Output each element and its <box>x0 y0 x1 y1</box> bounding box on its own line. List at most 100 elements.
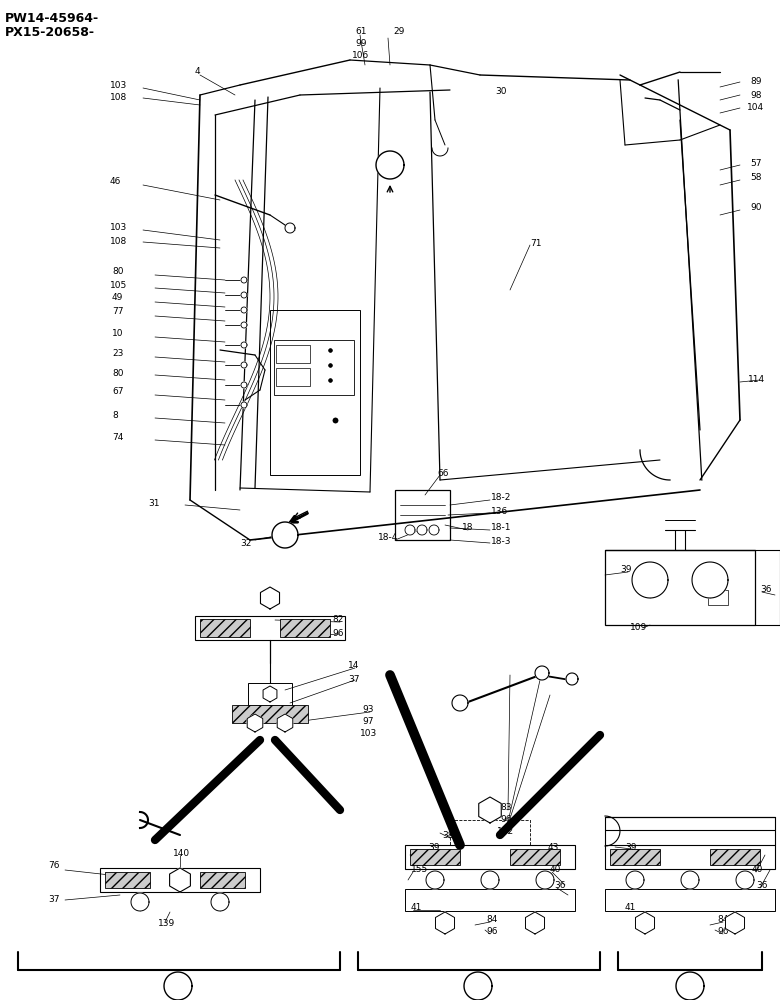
Text: 77: 77 <box>112 308 123 316</box>
Text: 18: 18 <box>462 524 473 532</box>
Text: 105: 105 <box>110 280 127 290</box>
Bar <box>605 845 775 869</box>
Text: 18-2: 18-2 <box>491 493 512 502</box>
Text: 103: 103 <box>110 81 127 90</box>
Bar <box>405 889 575 911</box>
Text: 114: 114 <box>748 375 765 384</box>
Bar <box>100 868 260 892</box>
Polygon shape <box>263 686 277 702</box>
Bar <box>270 310 360 475</box>
Polygon shape <box>169 868 190 892</box>
Text: 8: 8 <box>112 410 118 420</box>
Polygon shape <box>417 525 427 535</box>
Text: 103: 103 <box>110 224 127 232</box>
Text: 38: 38 <box>442 830 453 840</box>
Polygon shape <box>626 871 644 889</box>
Text: 57: 57 <box>750 158 761 167</box>
Text: 83: 83 <box>500 804 512 812</box>
Text: 32: 32 <box>240 538 251 548</box>
Polygon shape <box>479 797 502 823</box>
Polygon shape <box>725 912 745 934</box>
Text: 36: 36 <box>760 585 771 594</box>
Polygon shape <box>272 522 298 548</box>
Polygon shape <box>247 714 263 732</box>
Polygon shape <box>241 402 247 408</box>
Bar <box>395 490 450 540</box>
Text: 108: 108 <box>110 236 127 245</box>
Text: 98: 98 <box>750 91 761 100</box>
Bar <box>708 590 728 605</box>
Text: 139: 139 <box>158 920 176 928</box>
Text: 31: 31 <box>148 498 159 508</box>
Text: 30: 30 <box>495 88 506 97</box>
Polygon shape <box>426 871 444 889</box>
Text: 14: 14 <box>348 662 360 670</box>
Polygon shape <box>241 307 247 313</box>
Text: 96: 96 <box>500 816 512 824</box>
Text: 18-1: 18-1 <box>491 524 512 532</box>
Polygon shape <box>241 362 247 368</box>
Bar <box>274 340 354 395</box>
Text: D: D <box>173 980 183 992</box>
Bar <box>610 849 660 865</box>
Polygon shape <box>241 292 247 298</box>
Text: 96: 96 <box>332 630 343 639</box>
Bar <box>105 872 150 888</box>
Bar <box>200 619 250 637</box>
Polygon shape <box>535 666 549 680</box>
Bar <box>232 705 308 723</box>
Text: 23: 23 <box>112 350 123 359</box>
Polygon shape <box>285 223 295 233</box>
Polygon shape <box>464 972 492 1000</box>
Polygon shape <box>211 893 229 911</box>
Bar <box>410 849 460 865</box>
Text: E: E <box>686 980 693 992</box>
Polygon shape <box>241 322 247 328</box>
Polygon shape <box>131 893 149 911</box>
Text: 46: 46 <box>110 178 122 186</box>
Text: 96: 96 <box>717 928 729 936</box>
Text: D: D <box>281 530 289 540</box>
Polygon shape <box>241 277 247 283</box>
Polygon shape <box>526 912 544 934</box>
Text: 43: 43 <box>548 844 559 852</box>
Text: 58: 58 <box>750 174 761 182</box>
Text: 61: 61 <box>355 27 367 36</box>
Text: 76: 76 <box>48 861 59 870</box>
Text: 140: 140 <box>173 848 190 857</box>
Text: 108: 108 <box>110 94 127 103</box>
Text: 96: 96 <box>486 928 498 936</box>
Text: 80: 80 <box>112 368 123 377</box>
Text: 40: 40 <box>550 865 562 874</box>
Polygon shape <box>376 151 404 179</box>
Text: 18-4: 18-4 <box>378 534 399 542</box>
Polygon shape <box>435 912 455 934</box>
Text: 89: 89 <box>750 78 761 87</box>
Text: 37: 37 <box>348 676 360 684</box>
Text: 104: 104 <box>747 104 764 112</box>
Text: 41: 41 <box>625 904 636 912</box>
Bar <box>605 889 775 911</box>
Polygon shape <box>452 695 468 711</box>
Text: 155: 155 <box>411 865 428 874</box>
Text: 80: 80 <box>112 267 123 276</box>
Text: 40: 40 <box>752 865 764 874</box>
Polygon shape <box>692 562 728 598</box>
Bar <box>276 368 310 386</box>
Text: 71: 71 <box>530 238 541 247</box>
Polygon shape <box>277 714 292 732</box>
Text: 84: 84 <box>486 916 498 924</box>
Polygon shape <box>429 525 439 535</box>
Polygon shape <box>261 587 279 609</box>
Polygon shape <box>681 871 699 889</box>
Text: 109: 109 <box>630 624 647 633</box>
Polygon shape <box>405 525 415 535</box>
Bar <box>405 845 575 869</box>
Bar <box>195 616 345 640</box>
Text: E: E <box>387 160 393 170</box>
Text: 18-3: 18-3 <box>491 538 512 546</box>
Polygon shape <box>676 972 704 1000</box>
Text: PW14-45964-: PW14-45964- <box>5 11 99 24</box>
Bar <box>276 345 310 363</box>
Polygon shape <box>636 912 654 934</box>
